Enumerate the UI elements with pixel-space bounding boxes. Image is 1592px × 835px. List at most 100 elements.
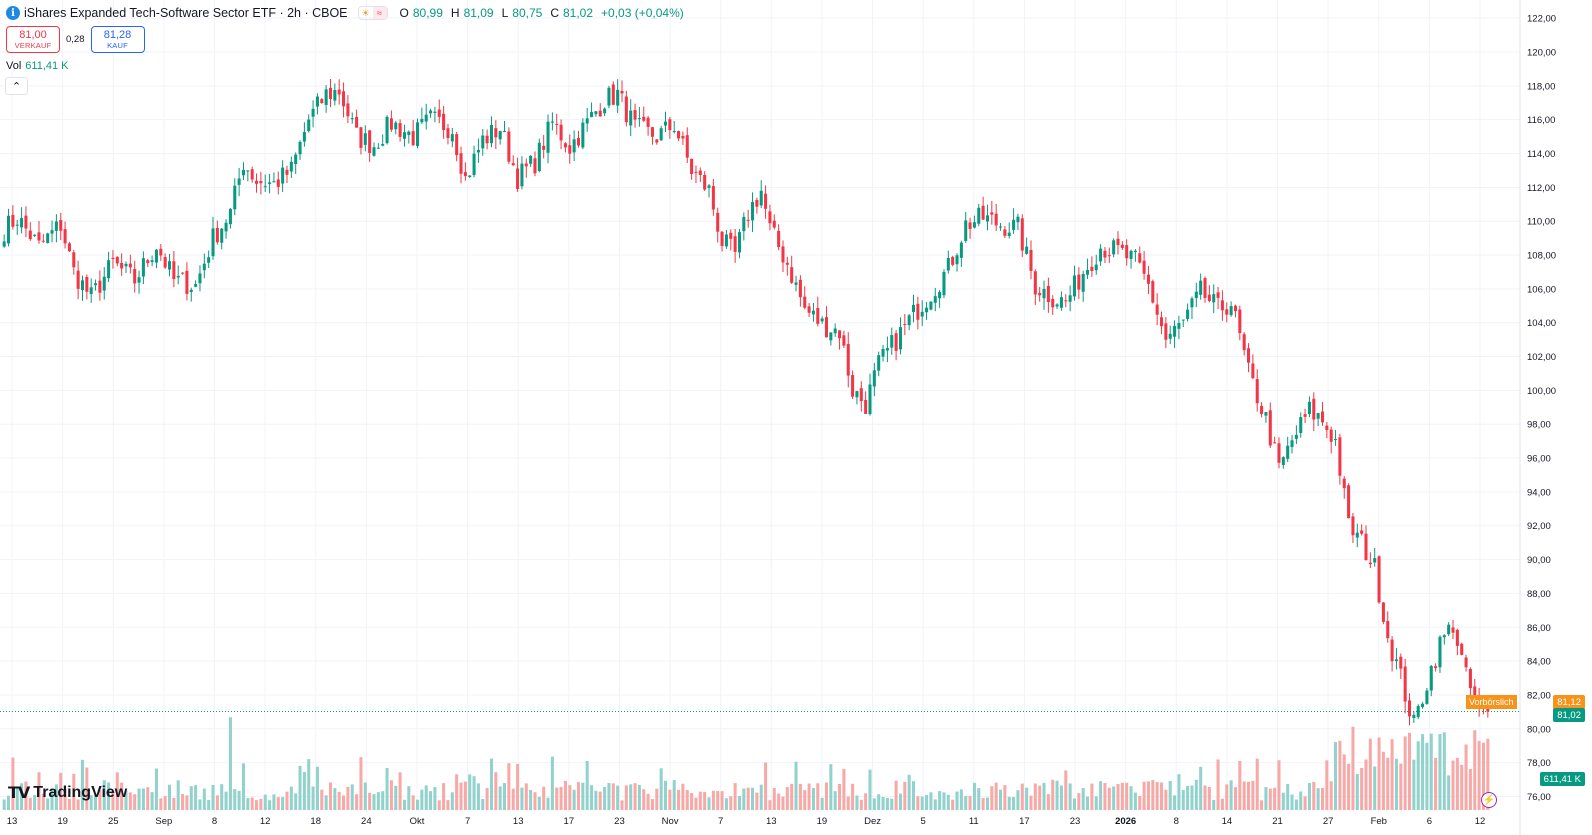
candle-body xyxy=(1038,292,1042,296)
volume-bar xyxy=(833,791,837,810)
volume-bar xyxy=(1338,740,1342,810)
volume-bar xyxy=(868,769,872,810)
volume-bar xyxy=(1068,783,1072,810)
candle-body xyxy=(851,375,855,397)
volume-bar xyxy=(724,798,728,810)
candle-body xyxy=(450,134,454,142)
candle-body xyxy=(46,233,50,244)
candle-body xyxy=(572,139,576,153)
volume-bar xyxy=(63,789,67,810)
candle-body xyxy=(555,123,559,125)
volume-bar xyxy=(1007,796,1011,810)
candle-body xyxy=(1203,278,1207,298)
volume-bar xyxy=(67,798,71,810)
time-tick-label: 6 xyxy=(1427,816,1432,827)
volume-bar xyxy=(346,786,350,810)
symbol-title[interactable]: iShares Expanded Tech-Software Sector ET… xyxy=(24,6,348,20)
volume-bar xyxy=(1442,732,1446,810)
time-tick-label: 23 xyxy=(614,816,625,827)
candle-body xyxy=(28,230,32,240)
candle-body xyxy=(894,333,898,351)
volume-bar xyxy=(511,788,515,810)
volume-bar xyxy=(1373,766,1377,810)
candle-body xyxy=(907,315,911,326)
time-tick-label: 8 xyxy=(212,816,217,827)
volume-bar xyxy=(1242,781,1246,810)
volume-bar xyxy=(1390,739,1394,810)
volume-bar xyxy=(1125,782,1129,810)
candle-body xyxy=(1216,292,1220,298)
volume-bar xyxy=(1103,782,1107,810)
lightning-icon[interactable]: ⚡ xyxy=(1481,792,1497,808)
volume-bar xyxy=(642,789,646,810)
volume-bar xyxy=(1451,760,1455,810)
candle-body xyxy=(1373,558,1377,563)
volume-bar xyxy=(1042,782,1046,810)
volume-bar xyxy=(781,796,785,810)
volume-bar xyxy=(185,795,189,810)
candle-body xyxy=(324,89,328,105)
candle-body xyxy=(1016,216,1020,223)
time-tick-label: Nov xyxy=(662,816,679,827)
volume-bar xyxy=(72,773,76,810)
candle-body xyxy=(733,236,737,252)
time-tick-label: Feb xyxy=(1371,816,1387,827)
time-tick-label: 12 xyxy=(260,816,271,827)
candle-body xyxy=(864,399,868,414)
candle-body xyxy=(968,222,972,229)
volume-value: 611,41 K xyxy=(25,60,69,72)
volume-bar xyxy=(1281,792,1285,810)
candle-body xyxy=(1181,319,1185,321)
volume-bar xyxy=(289,786,293,810)
volume-bar xyxy=(276,797,280,810)
volume-bar xyxy=(555,787,559,810)
candle-body xyxy=(85,276,89,292)
candle-body xyxy=(694,171,698,173)
volume-bar xyxy=(1116,784,1120,810)
volume-bar xyxy=(59,772,63,810)
sell-button[interactable]: 81,00 VERKAUF xyxy=(6,26,60,53)
volume-bar xyxy=(1351,726,1355,810)
volume-bar xyxy=(598,791,602,810)
candle-body xyxy=(372,147,376,156)
volume-bar xyxy=(807,783,811,810)
volume-bar xyxy=(224,791,228,810)
candle-body xyxy=(751,201,755,221)
volume-bar xyxy=(76,799,80,810)
price-axis[interactable]: 122,00 120,00 118,00 116,00 114,00 112,00 110,… xyxy=(1519,0,1556,835)
candle-body xyxy=(198,273,202,284)
candle-body xyxy=(620,90,624,94)
volume-bar xyxy=(1225,784,1229,810)
volume-bar xyxy=(1086,796,1090,810)
volume-bar xyxy=(411,795,415,810)
volume-legend[interactable]: Vol 611,41 K xyxy=(6,60,69,72)
volume-bar xyxy=(141,788,145,810)
candle-body xyxy=(1046,285,1050,303)
volume-bar xyxy=(159,798,163,810)
volume-bar xyxy=(925,794,929,810)
volume-bar xyxy=(315,766,319,810)
volume-bar xyxy=(1477,740,1481,810)
candle-body xyxy=(529,155,533,164)
volume-bar xyxy=(772,788,776,810)
candle-body xyxy=(824,317,829,338)
candle-body xyxy=(302,131,306,142)
candle-body xyxy=(50,230,54,234)
market-status-pill[interactable]: ☀ ≈ xyxy=(357,6,388,20)
buy-button[interactable]: 81,28 KAUF xyxy=(90,26,145,53)
candle-body xyxy=(481,135,485,149)
candle-body xyxy=(1273,442,1277,444)
volume-bar xyxy=(877,794,881,810)
time-axis[interactable]: 13 19 25 Sep 8 12 18 24 Okt 7 13 17 23 Nov 7 13 19 Dez 5 11… xyxy=(7,816,1486,827)
volume-bar xyxy=(294,793,298,810)
volume-bar xyxy=(1212,799,1216,810)
volume-bar xyxy=(429,791,433,810)
volume-bar xyxy=(646,793,650,810)
candle-body xyxy=(1281,457,1285,466)
tradingview-logo[interactable]: 𝗧𝗩 TradingView xyxy=(8,783,127,803)
collapse-legend-button[interactable]: ⌃ xyxy=(5,77,28,95)
candle-body xyxy=(285,169,289,175)
candle-body xyxy=(381,144,385,146)
